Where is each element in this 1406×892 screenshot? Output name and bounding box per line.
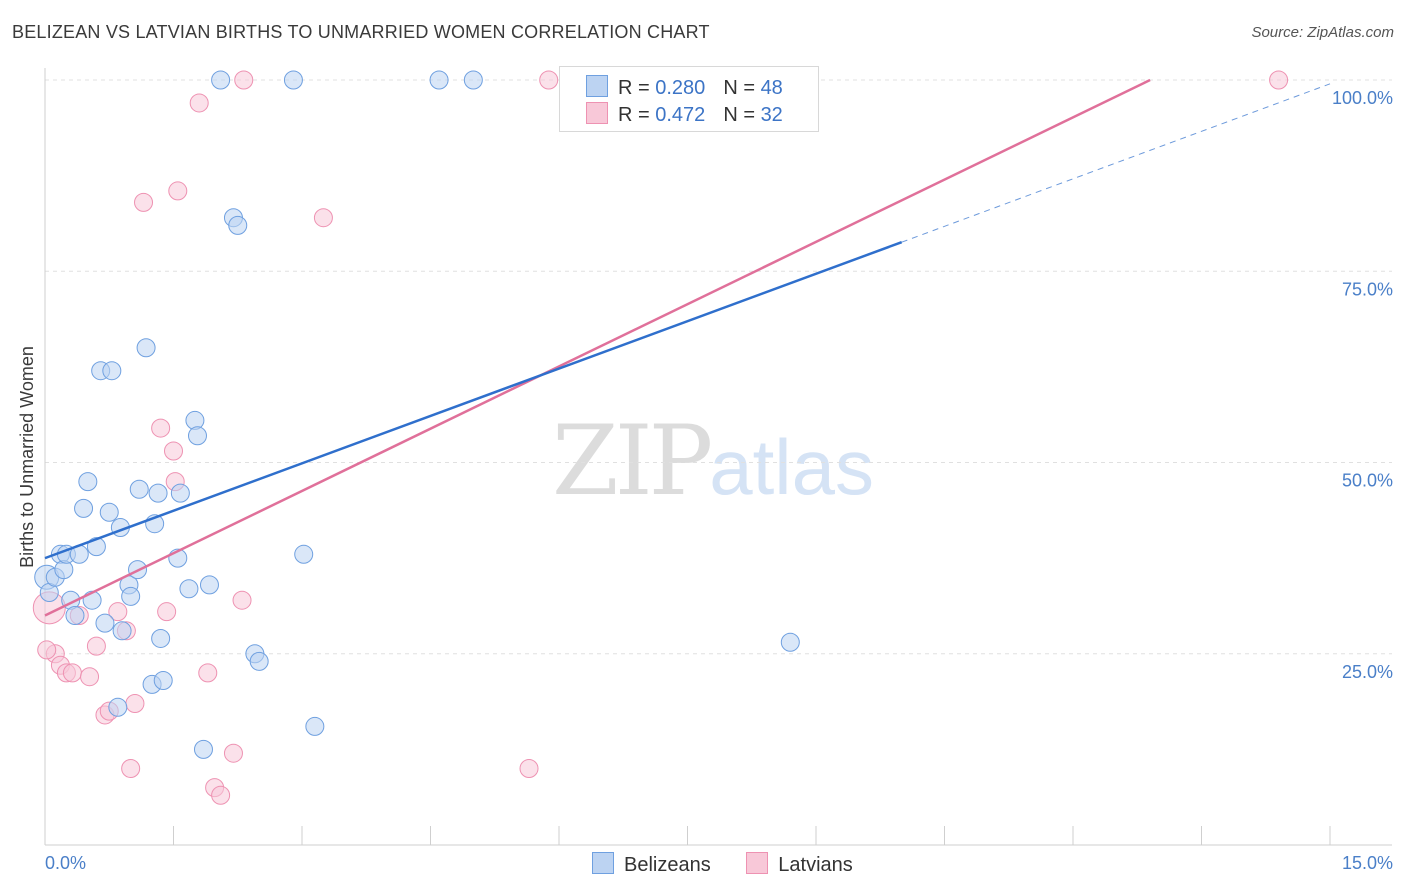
belizeans-point	[294, 544, 314, 564]
latvians-point	[125, 693, 145, 713]
grid	[45, 79, 1392, 655]
latvians-point	[151, 418, 171, 438]
latvians-point	[313, 208, 333, 228]
latvians-point	[168, 181, 188, 201]
latvians-point	[108, 602, 128, 622]
legend-label: Latvians	[778, 854, 853, 876]
belizeans-point	[136, 338, 156, 358]
belizeans-point	[153, 671, 173, 691]
n-label: N =	[723, 77, 755, 99]
r-value: 0.280	[655, 77, 706, 99]
latvians-point	[157, 602, 177, 622]
series-legend: Belizeans Latvians	[592, 852, 883, 877]
latvians-point	[232, 590, 252, 610]
latvians-trend-line	[44, 78, 1151, 617]
x-tick-label: 15.0%	[1342, 853, 1393, 873]
belizeans-point	[108, 697, 128, 717]
legend-item-latvians: Latvians	[746, 852, 853, 877]
latvians-point	[211, 785, 231, 805]
belizeans-trend-line	[44, 241, 903, 560]
r-value: 0.472	[655, 104, 706, 126]
latvians-point	[164, 441, 183, 461]
axes	[44, 68, 1392, 846]
y-tick-label: 75.0%	[1342, 279, 1393, 299]
belizeans-point	[187, 426, 207, 446]
belizeans-point	[249, 651, 269, 671]
belizeans-point	[78, 472, 98, 492]
belizeans-point	[121, 586, 141, 606]
belizeans-point	[179, 579, 199, 599]
latvians-point	[134, 192, 154, 212]
belizeans-point	[463, 70, 483, 90]
belizeans-point	[102, 361, 122, 381]
belizeans-point	[65, 606, 85, 625]
trend-lines	[44, 78, 1331, 617]
latvians-point	[62, 663, 82, 683]
legend-row-belizeans: R = 0.280 N = 48	[586, 75, 783, 99]
latvians-point	[519, 759, 539, 778]
n-label: N =	[723, 104, 755, 126]
latvians-point	[198, 663, 218, 683]
belizeans-point	[305, 716, 325, 736]
belizeans-point	[228, 215, 248, 235]
belizeans-points	[34, 70, 800, 759]
belizeans-trend-extension	[901, 83, 1331, 243]
r-label: R =	[618, 77, 650, 99]
source-label: Source: ZipAtlas.com	[1251, 24, 1394, 41]
y-axis-label: Births to Unmarried Women	[17, 346, 37, 568]
legend-item-belizeans: Belizeans	[592, 852, 711, 877]
chart-title: BELIZEAN VS LATVIAN BIRTHS TO UNMARRIED …	[12, 22, 710, 42]
belizeans-point	[151, 628, 171, 648]
x-tick-label: 0.0%	[45, 853, 86, 873]
watermark-zip: ZIP	[552, 405, 713, 517]
latvians-point	[37, 640, 57, 660]
tick-labels: 25.0% 50.0% 75.0% 100.0% 0.0% 15.0% Births to …	[17, 88, 1393, 873]
r-label: R =	[618, 104, 650, 126]
y-tick-label: 25.0%	[1342, 662, 1393, 682]
legend-label: Belizeans	[624, 854, 711, 876]
belizeans-swatch	[592, 852, 614, 874]
watermark: ZIPatlas	[552, 405, 874, 517]
latvians-swatch	[746, 852, 769, 874]
latvians-point	[234, 70, 254, 90]
belizeans-point	[112, 621, 132, 641]
belizeans-point	[148, 483, 168, 503]
belizeans-swatch	[586, 75, 608, 97]
latvians-points	[32, 70, 1289, 805]
y-tick-label: 50.0%	[1342, 471, 1393, 491]
latvians-point	[1269, 70, 1289, 90]
legend-row-latvians: R = 0.472 N = 32	[586, 102, 783, 126]
belizeans-point	[283, 70, 303, 90]
latvians-swatch	[586, 102, 608, 124]
latvians-point	[189, 93, 209, 113]
belizeans-point	[99, 502, 119, 522]
n-value: 32	[760, 104, 783, 126]
latvians-point	[539, 70, 559, 90]
latvians-point	[86, 636, 106, 656]
watermark-atlas: atlas	[709, 423, 874, 511]
latvians-point	[80, 667, 100, 687]
belizeans-point	[95, 613, 115, 633]
belizeans-point	[199, 575, 219, 595]
belizeans-point	[211, 70, 231, 90]
latvians-point	[121, 759, 141, 778]
belizeans-point	[429, 70, 449, 90]
y-tick-label: 100.0%	[1332, 88, 1393, 108]
belizeans-point	[780, 632, 800, 652]
belizeans-point	[129, 479, 149, 499]
stats-legend: R = 0.280 N = 48 R = 0.472 N = 32	[559, 66, 819, 132]
latvians-point	[223, 743, 243, 763]
belizeans-point	[74, 498, 94, 518]
n-value: 48	[760, 77, 783, 99]
belizeans-point	[193, 739, 213, 759]
belizeans-point	[170, 483, 190, 503]
